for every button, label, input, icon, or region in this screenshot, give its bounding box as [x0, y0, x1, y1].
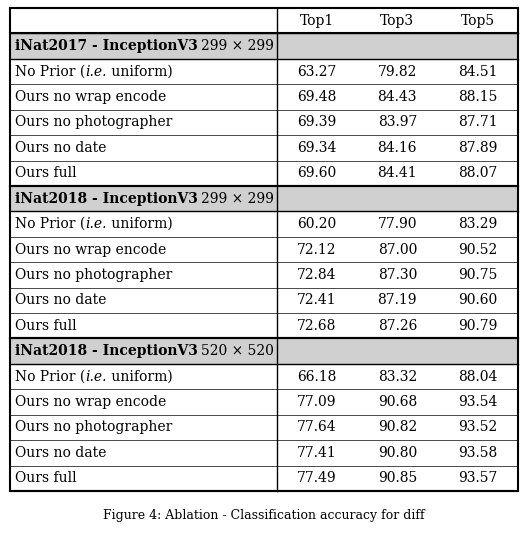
Text: 93.57: 93.57: [458, 471, 497, 485]
Text: 90.82: 90.82: [378, 420, 417, 435]
Text: 63.27: 63.27: [297, 64, 337, 79]
Text: Ours no date: Ours no date: [15, 293, 106, 307]
Text: 93.54: 93.54: [458, 395, 497, 409]
Text: 72.12: 72.12: [297, 242, 337, 257]
Text: i.e.: i.e.: [85, 217, 107, 231]
Text: uniform): uniform): [107, 217, 173, 231]
Text: i.e.: i.e.: [85, 64, 107, 79]
Text: 88.04: 88.04: [458, 370, 497, 384]
Text: 83.29: 83.29: [458, 217, 497, 231]
Text: Ours no date: Ours no date: [15, 446, 106, 460]
Text: iNat2018 - InceptionV3: iNat2018 - InceptionV3: [15, 344, 198, 358]
Text: 66.18: 66.18: [297, 370, 337, 384]
Text: 93.58: 93.58: [458, 446, 497, 460]
Text: 84.41: 84.41: [378, 166, 417, 180]
Text: 77.09: 77.09: [297, 395, 337, 409]
Text: 72.68: 72.68: [297, 319, 337, 333]
Text: 87.71: 87.71: [458, 115, 497, 129]
Text: 299 × 299: 299 × 299: [201, 39, 274, 53]
Text: uniform): uniform): [107, 64, 173, 79]
Text: 84.16: 84.16: [378, 141, 417, 155]
Text: 90.60: 90.60: [458, 293, 497, 307]
Text: 87.19: 87.19: [378, 293, 417, 307]
Text: Ours no wrap encode: Ours no wrap encode: [15, 242, 166, 257]
Text: Figure 4: Ablation - Classification accuracy for diff: Figure 4: Ablation - Classification accu…: [103, 509, 425, 522]
Text: 69.39: 69.39: [297, 115, 336, 129]
Text: 90.79: 90.79: [458, 319, 497, 333]
Text: Ours full: Ours full: [15, 166, 77, 180]
Text: 520 × 520: 520 × 520: [201, 344, 274, 358]
Text: Ours no photographer: Ours no photographer: [15, 268, 172, 282]
Text: 77.90: 77.90: [378, 217, 417, 231]
Text: 69.34: 69.34: [297, 141, 337, 155]
Text: No Prior (: No Prior (: [15, 370, 85, 384]
Text: 88.07: 88.07: [458, 166, 497, 180]
Text: Ours no date: Ours no date: [15, 141, 106, 155]
Text: Ours full: Ours full: [15, 319, 77, 333]
Text: 93.52: 93.52: [458, 420, 497, 435]
Text: 90.75: 90.75: [458, 268, 497, 282]
Text: 69.60: 69.60: [297, 166, 336, 180]
Text: iNat2017 - InceptionV3: iNat2017 - InceptionV3: [15, 39, 198, 53]
Text: Ours no photographer: Ours no photographer: [15, 115, 172, 129]
Text: 87.26: 87.26: [378, 319, 417, 333]
Text: 84.51: 84.51: [458, 64, 497, 79]
Text: 87.89: 87.89: [458, 141, 497, 155]
Text: 72.41: 72.41: [297, 293, 337, 307]
Text: Ours no photographer: Ours no photographer: [15, 420, 172, 435]
Text: 77.64: 77.64: [297, 420, 337, 435]
Text: 90.80: 90.80: [378, 446, 417, 460]
Bar: [10, 339, 518, 364]
Text: 90.52: 90.52: [458, 242, 497, 257]
Text: 87.00: 87.00: [378, 242, 417, 257]
Text: 60.20: 60.20: [297, 217, 336, 231]
Text: 90.68: 90.68: [378, 395, 417, 409]
Text: 84.43: 84.43: [378, 90, 417, 104]
Text: Ours full: Ours full: [15, 471, 77, 485]
Text: Ours no wrap encode: Ours no wrap encode: [15, 395, 166, 409]
Text: 77.41: 77.41: [297, 446, 337, 460]
Text: uniform): uniform): [107, 370, 173, 384]
Text: 69.48: 69.48: [297, 90, 337, 104]
Text: 83.97: 83.97: [378, 115, 417, 129]
Text: 72.84: 72.84: [297, 268, 337, 282]
Text: 88.15: 88.15: [458, 90, 497, 104]
Text: 83.32: 83.32: [378, 370, 417, 384]
Text: 79.82: 79.82: [378, 64, 417, 79]
Text: Top1: Top1: [300, 14, 334, 28]
Text: 77.49: 77.49: [297, 471, 337, 485]
Text: Top3: Top3: [380, 14, 414, 28]
Text: No Prior (: No Prior (: [15, 217, 85, 231]
Text: Top5: Top5: [461, 14, 495, 28]
Text: 299 × 299: 299 × 299: [201, 192, 274, 206]
Text: Ours no wrap encode: Ours no wrap encode: [15, 90, 166, 104]
Text: 90.85: 90.85: [378, 471, 417, 485]
Text: iNat2018 - InceptionV3: iNat2018 - InceptionV3: [15, 192, 198, 206]
Text: i.e.: i.e.: [85, 370, 107, 384]
Text: No Prior (: No Prior (: [15, 64, 85, 79]
Text: 87.30: 87.30: [378, 268, 417, 282]
Bar: [10, 33, 518, 59]
Bar: [10, 186, 518, 211]
